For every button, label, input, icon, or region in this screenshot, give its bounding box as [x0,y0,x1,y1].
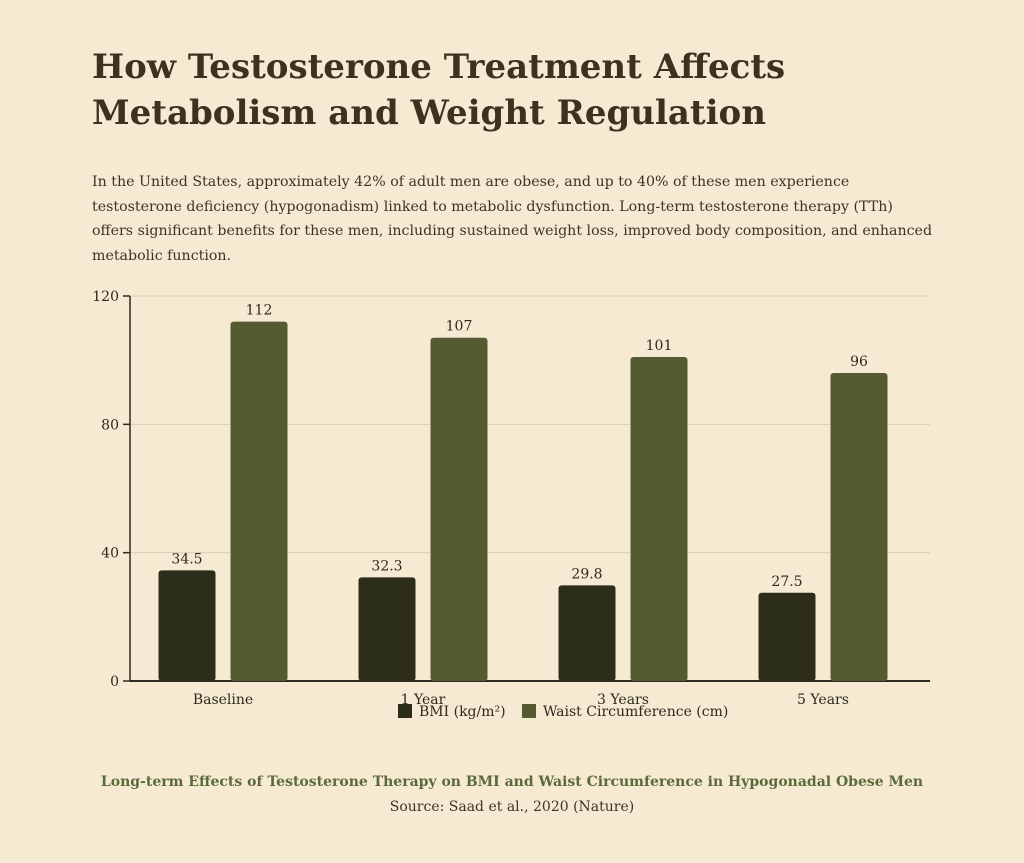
x-tick-label: Baseline [193,692,253,708]
chart-caption: Long-term Effects of Testosterone Therap… [100,774,924,790]
chart-title: How Testosterone Treatment Affects Metab… [92,44,932,136]
legend-label: Waist Circumference (cm) [543,704,728,720]
bmi-bar [358,577,416,681]
legend-swatch [522,704,536,718]
data-label: 32.3 [371,558,402,574]
data-label: 34.5 [171,551,202,567]
data-label: 112 [246,303,273,319]
waist-bar [230,321,288,681]
data-label: 101 [646,338,673,354]
bmi-bar [758,592,816,681]
waist-bar [630,356,688,681]
y-tick-label: 80 [101,417,119,433]
waist-bar [830,373,888,681]
bmi-bar [158,570,216,681]
intro-paragraph: In the United States, approximately 42% … [92,174,933,264]
x-tick-label: 3 Years [597,692,649,708]
y-tick-label: 0 [110,674,119,690]
legend-swatch [398,704,412,718]
chart-title-line-1: How Testosterone Treatment Affects [92,47,786,87]
bmi-bar [558,585,616,681]
source-note: Source: Saad et al., 2020 (Nature) [389,799,635,815]
chart-title-line-2: Metabolism and Weight Regulation [92,93,766,133]
data-label: 29.8 [571,566,602,582]
y-tick-label: 40 [101,546,119,562]
x-tick-label: 5 Years [797,692,849,708]
data-label: 27.5 [771,574,802,590]
y-tick-label: 120 [92,289,119,305]
waist-bar [430,337,488,681]
legend-label: BMI (kg/m²) [419,704,506,720]
data-label: 107 [446,319,473,335]
data-label: 96 [850,354,868,370]
